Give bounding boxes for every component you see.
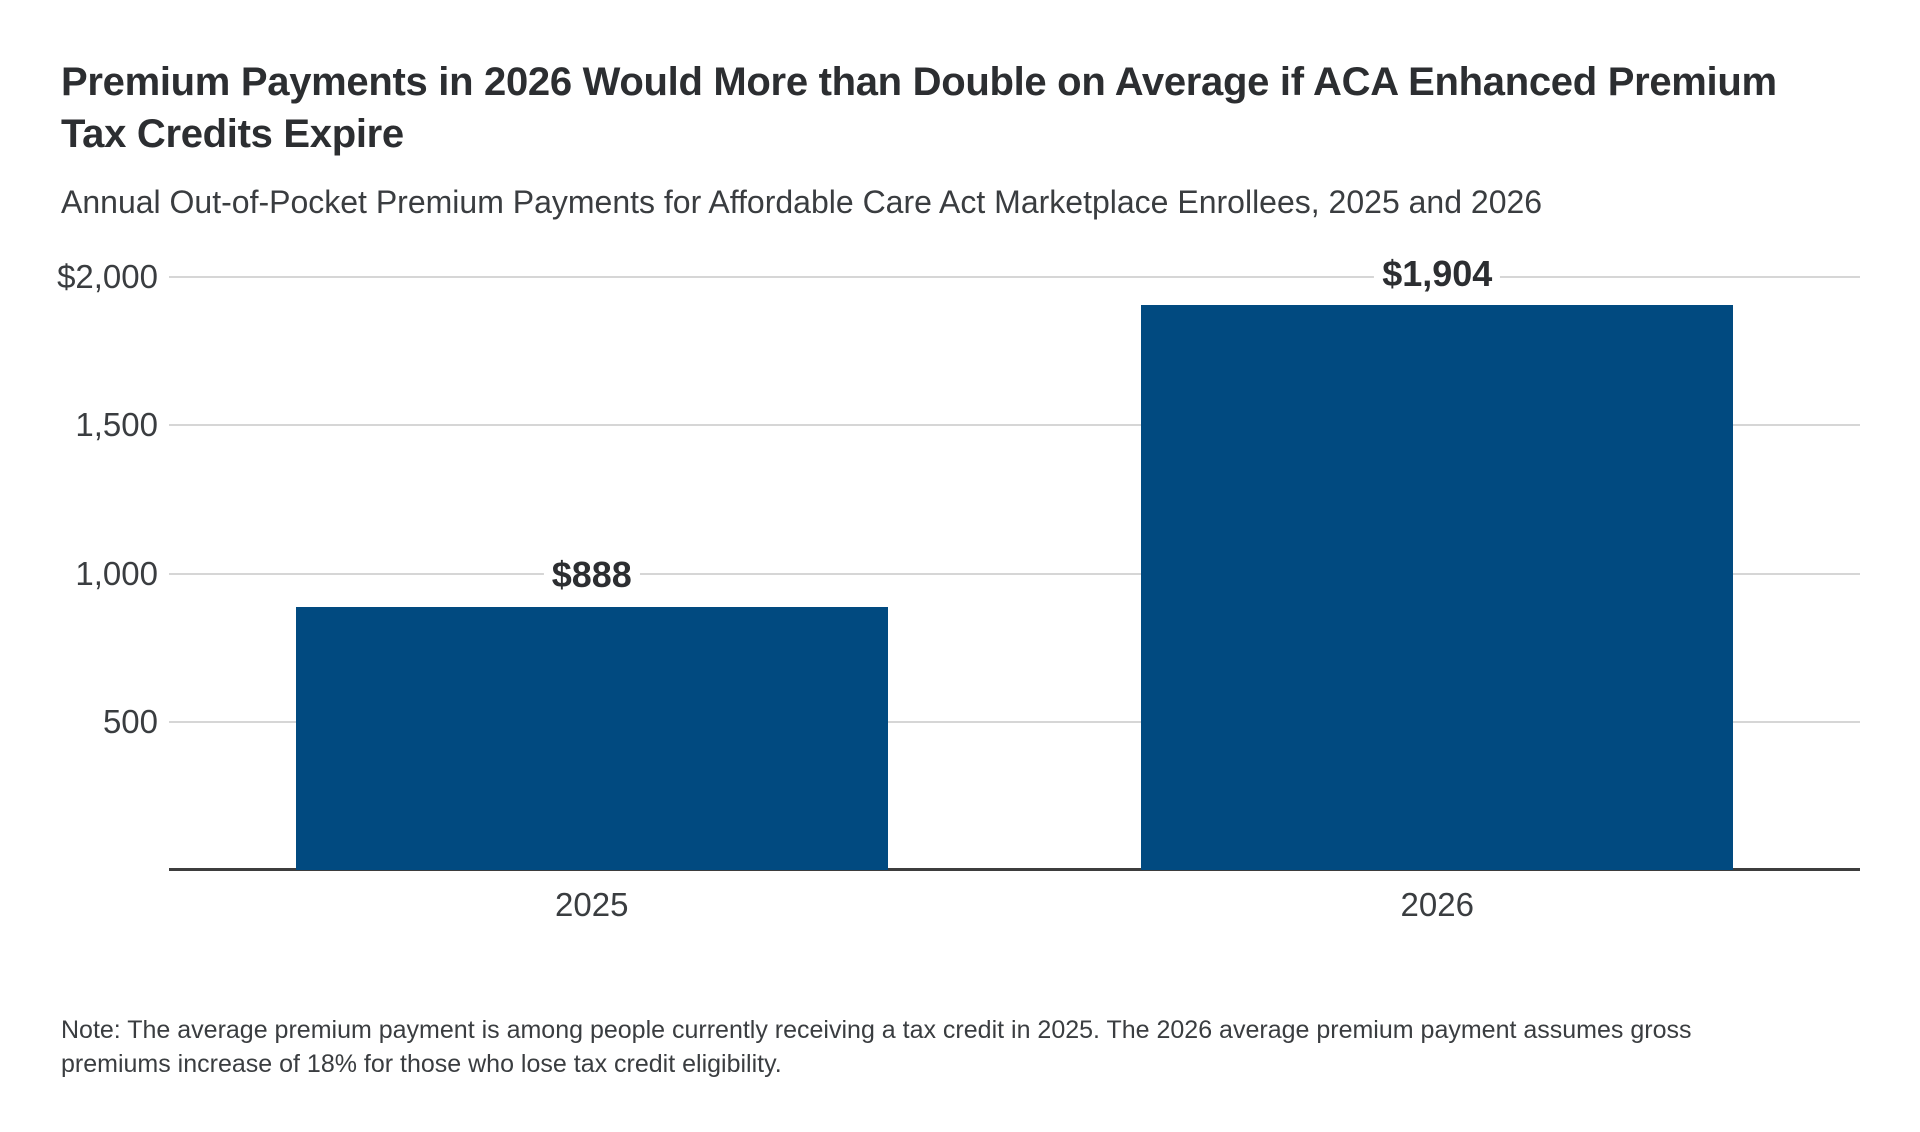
bar-2025 bbox=[295, 606, 888, 870]
chart-title: Premium Payments in 2026 Would More than… bbox=[61, 56, 1777, 160]
chart-note-line2: premiums increase of 18% for those who l… bbox=[61, 1050, 782, 1078]
y-gridline bbox=[169, 572, 1860, 575]
chart-note: Note: The average premium payment is amo… bbox=[61, 1013, 1691, 1081]
x-axis-line bbox=[169, 868, 1860, 871]
chart-subtitle: Annual Out-of-Pocket Premium Payments fo… bbox=[61, 184, 1543, 220]
y-axis-tick-label: 1,000 bbox=[75, 554, 158, 592]
x-axis-tick-label: 2026 bbox=[1400, 886, 1474, 923]
y-gridline bbox=[169, 276, 1860, 278]
y-gridline bbox=[169, 720, 1860, 723]
bar-value-label: $888 bbox=[543, 555, 640, 595]
chart-title-line1: Premium Payments in 2026 Would More than… bbox=[61, 60, 1777, 104]
x-axis-tick-label: 2025 bbox=[555, 886, 629, 923]
y-axis-tick-label: $2,000 bbox=[57, 258, 158, 295]
chart-title-line2: Tax Credits Expire bbox=[61, 112, 404, 156]
bar-value-label: $1,904 bbox=[1374, 254, 1501, 294]
chart-note-line1: Note: The average premium payment is amo… bbox=[61, 1016, 1692, 1044]
y-gridline bbox=[169, 424, 1860, 427]
y-axis-tick-label: 500 bbox=[102, 702, 158, 740]
bar-2026 bbox=[1141, 305, 1734, 870]
y-axis-tick-label: 1,500 bbox=[75, 406, 158, 444]
plot-area: $2,000 1,500 1,000 500 $888 2025 $1,904 2026 bbox=[57, 254, 1860, 923]
